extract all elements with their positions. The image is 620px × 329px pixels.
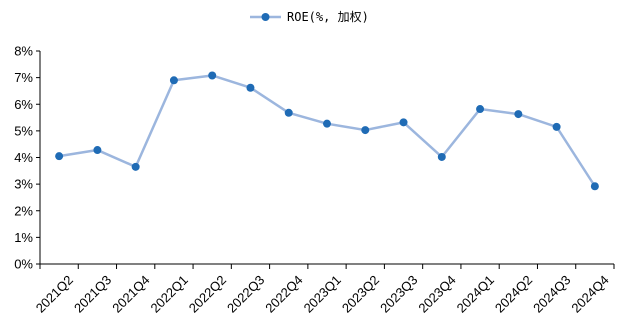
x-tick-label: 2024Q4 — [568, 272, 611, 315]
y-axis: 0% 1% 2% 3% 4% 5% 6% 7% 8% — [14, 44, 41, 272]
x-tick-label: 2022Q1 — [148, 272, 191, 315]
data-point — [246, 83, 255, 92]
y-tick-label: 6% — [14, 97, 33, 112]
y-tick-label: 3% — [14, 177, 33, 192]
data-point — [131, 162, 140, 171]
x-tick-label: 2022Q3 — [224, 272, 267, 315]
x-tick-label: 2024Q3 — [530, 272, 573, 315]
y-tick-label: 0% — [14, 257, 33, 272]
y-tick-label: 2% — [14, 203, 33, 218]
data-point — [55, 152, 64, 161]
y-tick-label: 4% — [14, 150, 33, 165]
x-tick-label: 2021Q3 — [71, 272, 114, 315]
data-point — [169, 76, 178, 85]
data-point — [552, 122, 561, 131]
x-tick-label: 2022Q2 — [186, 272, 229, 315]
y-tick-label: 1% — [14, 230, 33, 245]
x-tick-label: 2023Q1 — [301, 272, 344, 315]
y-tick-label: 7% — [14, 70, 33, 85]
y-tick-label: 8% — [14, 44, 33, 59]
data-point — [208, 71, 217, 80]
x-tick-label: 2024Q1 — [454, 272, 497, 315]
data-point — [476, 105, 485, 114]
x-tick-label: 2021Q4 — [109, 272, 152, 315]
data-point — [361, 126, 370, 135]
x-axis: 2021Q22021Q32021Q42022Q12022Q22022Q32022… — [33, 263, 615, 316]
data-point — [590, 182, 599, 191]
data-point — [437, 152, 446, 161]
x-tick-label: 2024Q2 — [492, 272, 535, 315]
legend: ROE(%, 加权) — [250, 10, 369, 24]
x-tick-label: 2023Q3 — [377, 272, 420, 315]
x-tick-label: 2023Q4 — [415, 272, 458, 315]
legend-marker — [261, 13, 270, 21]
series-line — [58, 74, 596, 187]
plot-area — [55, 71, 599, 191]
x-tick-label: 2021Q2 — [33, 272, 76, 315]
legend-label: ROE(%, 加权) — [287, 10, 369, 24]
data-point — [284, 108, 293, 117]
data-point — [323, 119, 331, 128]
data-point — [93, 146, 102, 155]
y-tick-label: 5% — [14, 123, 33, 138]
data-point — [399, 118, 408, 127]
x-tick-label: 2023Q2 — [339, 272, 382, 315]
data-point — [514, 110, 523, 119]
x-tick-label: 2022Q4 — [262, 272, 305, 315]
